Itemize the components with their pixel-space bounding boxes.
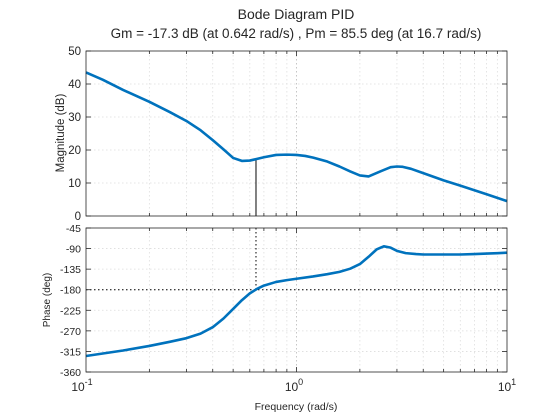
x-tick-base-0.1: 10: [71, 380, 85, 394]
y-tick-label: 0: [75, 211, 81, 223]
y-tick-label: -360: [60, 367, 81, 379]
x-tick-exp-10: 1: [511, 377, 516, 387]
y-tick-label: 50: [68, 46, 81, 58]
phase-axes: -360 -315 -270 -225 -180 -135 -90 -45 Phase (de…: [42, 223, 508, 379]
phase-y-label: Phase (deg): [42, 273, 53, 327]
x-tick-label-1: 100: [285, 377, 303, 394]
y-tick-label: -45: [66, 223, 81, 235]
x-tick-base-1: 10: [285, 380, 299, 394]
phase-grid: [86, 228, 507, 372]
x-tick-labels: 10-1 100 101: [71, 377, 516, 394]
y-tick-label: -225: [60, 305, 81, 317]
y-tick-label: -315: [60, 346, 81, 358]
x-tick-base-10: 10: [498, 380, 512, 394]
phase-series-line: [85, 244, 508, 358]
magnitude-plot-area: [86, 51, 507, 216]
magnitude-y-ticks: 0 10 20 30 40 50: [68, 46, 507, 223]
chart-subtitle: Gm = -17.3 dB (at 0.642 rad/s) , Pm = 85…: [111, 26, 482, 41]
y-tick-label: -270: [60, 326, 81, 338]
x-axis-label: Frequency (rad/s): [255, 401, 338, 413]
y-tick-label: 40: [68, 79, 81, 91]
y-tick-label: 30: [68, 112, 81, 124]
y-tick-label: -135: [60, 264, 81, 276]
x-tick-exp-0.1: -1: [85, 377, 93, 387]
magnitude-y-label: Magnitude (dB): [55, 94, 67, 173]
x-tick-label-0.1: 10-1: [71, 377, 92, 394]
y-tick-label: 20: [68, 145, 81, 157]
x-tick-exp-1: 0: [298, 377, 303, 387]
y-tick-label: 10: [68, 178, 81, 190]
magnitude-axes: 0 10 20 30 40 50 Magnitude (dB): [55, 46, 508, 223]
y-tick-label: -180: [60, 285, 81, 297]
y-tick-label: -90: [66, 244, 81, 256]
magnitude-series-line: [85, 71, 508, 203]
x-tick-label-10: 101: [498, 377, 516, 394]
chart-title: Bode Diagram PID: [238, 6, 355, 22]
phase-y-ticks: -360 -315 -270 -225 -180 -135 -90 -45: [60, 223, 507, 379]
